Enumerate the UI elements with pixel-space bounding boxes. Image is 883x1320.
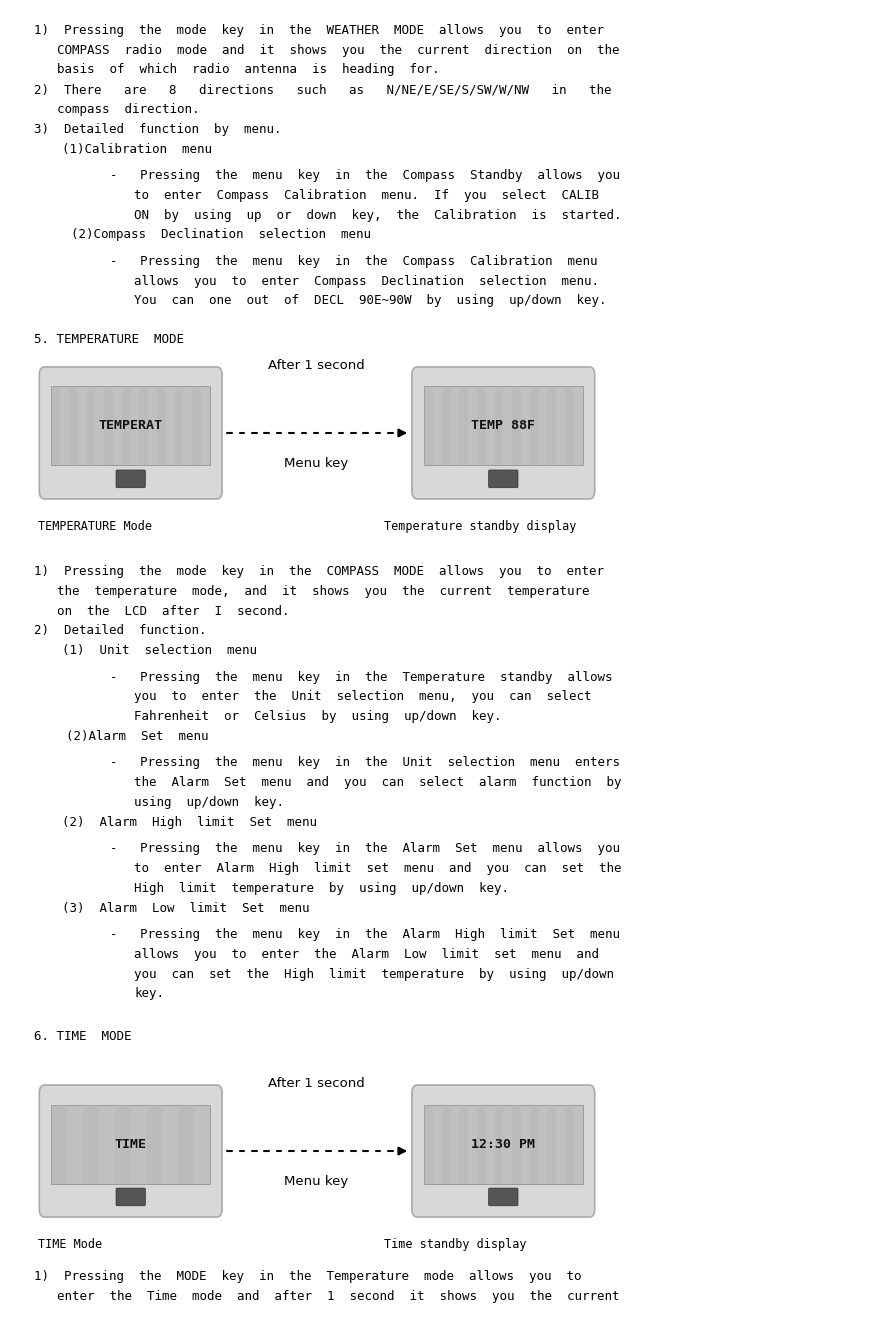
Text: 1)  Pressing  the  mode  key  in  the  COMPASS  MODE  allows  you  to  enter: 1) Pressing the mode key in the COMPASS … xyxy=(34,565,604,578)
Text: using  up/down  key.: using up/down key. xyxy=(134,796,284,809)
FancyBboxPatch shape xyxy=(459,387,468,466)
Text: (1)Calibration  menu: (1)Calibration menu xyxy=(62,143,212,156)
FancyBboxPatch shape xyxy=(116,1188,146,1205)
FancyBboxPatch shape xyxy=(488,1188,518,1205)
Text: (1)  Unit  selection  menu: (1) Unit selection menu xyxy=(62,644,257,657)
Text: (2)Alarm  Set  menu: (2)Alarm Set menu xyxy=(66,730,208,743)
Text: -   Pressing  the  menu  key  in  the  Alarm  High  limit  Set  menu: - Pressing the menu key in the Alarm Hig… xyxy=(110,928,621,941)
Text: TIME Mode: TIME Mode xyxy=(38,1238,102,1251)
Text: TEMP 88F: TEMP 88F xyxy=(472,420,535,433)
FancyBboxPatch shape xyxy=(442,1105,450,1184)
FancyBboxPatch shape xyxy=(565,1105,574,1184)
FancyBboxPatch shape xyxy=(530,1105,539,1184)
Text: basis  of  which  radio  antenna  is  heading  for.: basis of which radio antenna is heading … xyxy=(57,63,440,77)
FancyBboxPatch shape xyxy=(39,367,223,499)
FancyBboxPatch shape xyxy=(411,367,595,499)
FancyBboxPatch shape xyxy=(512,387,521,466)
Text: enter  the  Time  mode  and  after  1  second  it  shows  you  the  current: enter the Time mode and after 1 second i… xyxy=(57,1290,620,1303)
Text: to  enter  Alarm  High  limit  set  menu  and  you  can  set  the: to enter Alarm High limit set menu and y… xyxy=(134,862,622,875)
FancyBboxPatch shape xyxy=(178,1105,194,1184)
Text: Menu key: Menu key xyxy=(284,457,348,470)
Text: (2)  Alarm  High  limit  Set  menu: (2) Alarm High limit Set menu xyxy=(62,816,317,829)
Text: (2)Compass  Declination  selection  menu: (2)Compass Declination selection menu xyxy=(71,228,371,242)
FancyBboxPatch shape xyxy=(104,387,113,466)
Text: the  temperature  mode,  and  it  shows  you  the  current  temperature: the temperature mode, and it shows you t… xyxy=(57,585,590,598)
Text: -   Pressing  the  menu  key  in  the  Alarm  Set  menu  allows  you: - Pressing the menu key in the Alarm Set… xyxy=(110,842,621,855)
FancyBboxPatch shape xyxy=(192,387,201,466)
Text: compass  direction.: compass direction. xyxy=(57,103,200,116)
Text: TEMPERAT: TEMPERAT xyxy=(99,420,162,433)
Text: you  to  enter  the  Unit  selection  menu,  you  can  select: you to enter the Unit selection menu, yo… xyxy=(134,690,592,704)
FancyBboxPatch shape xyxy=(424,387,583,466)
Text: 2)  Detailed  function.: 2) Detailed function. xyxy=(34,624,206,638)
Text: the  Alarm  Set  menu  and  you  can  select  alarm  function  by: the Alarm Set menu and you can select al… xyxy=(134,776,622,789)
Text: you  can  set  the  High  limit  temperature  by  using  up/down: you can set the High limit temperature b… xyxy=(134,968,615,981)
Text: (3)  Alarm  Low  limit  Set  menu: (3) Alarm Low limit Set menu xyxy=(62,902,309,915)
Text: allows  you  to  enter  Compass  Declination  selection  menu.: allows you to enter Compass Declination … xyxy=(134,275,600,288)
Text: -   Pressing  the  menu  key  in  the  Compass  Standby  allows  you: - Pressing the menu key in the Compass S… xyxy=(110,169,621,182)
Text: COMPASS  radio  mode  and  it  shows  you  the  current  direction  on  the: COMPASS radio mode and it shows you the … xyxy=(57,44,620,57)
FancyBboxPatch shape xyxy=(488,470,518,487)
FancyBboxPatch shape xyxy=(424,387,433,466)
FancyBboxPatch shape xyxy=(140,387,148,466)
Text: ON  by  using  up  or  down  key,  the  Calibration  is  started.: ON by using up or down key, the Calibrat… xyxy=(134,209,622,222)
Text: 3)  Detailed  function  by  menu.: 3) Detailed function by menu. xyxy=(34,123,281,136)
FancyBboxPatch shape xyxy=(51,387,60,466)
FancyBboxPatch shape xyxy=(565,387,574,466)
FancyBboxPatch shape xyxy=(122,387,131,466)
FancyBboxPatch shape xyxy=(494,387,503,466)
FancyBboxPatch shape xyxy=(424,1105,433,1184)
FancyBboxPatch shape xyxy=(157,387,166,466)
FancyBboxPatch shape xyxy=(494,1105,503,1184)
FancyBboxPatch shape xyxy=(459,1105,468,1184)
Text: 1)  Pressing  the  MODE  key  in  the  Temperature  mode  allows  you  to: 1) Pressing the MODE key in the Temperat… xyxy=(34,1270,581,1283)
Text: 1)  Pressing  the  mode  key  in  the  WEATHER  MODE  allows  you  to  enter: 1) Pressing the mode key in the WEATHER … xyxy=(34,24,604,37)
FancyBboxPatch shape xyxy=(424,1105,583,1184)
Text: Temperature standby display: Temperature standby display xyxy=(384,520,577,533)
FancyBboxPatch shape xyxy=(477,387,486,466)
FancyBboxPatch shape xyxy=(116,470,146,487)
FancyBboxPatch shape xyxy=(51,387,210,466)
FancyBboxPatch shape xyxy=(442,387,450,466)
Text: -   Pressing  the  menu  key  in  the  Unit  selection  menu  enters: - Pressing the menu key in the Unit sele… xyxy=(110,756,621,770)
Text: High  limit  temperature  by  using  up/down  key.: High limit temperature by using up/down … xyxy=(134,882,509,895)
Text: TEMPERATURE Mode: TEMPERATURE Mode xyxy=(38,520,152,533)
Text: You  can  one  out  of  DECL  90E~90W  by  using  up/down  key.: You can one out of DECL 90E~90W by using… xyxy=(134,294,607,308)
Text: Menu key: Menu key xyxy=(284,1175,348,1188)
FancyBboxPatch shape xyxy=(69,387,78,466)
Text: Time standby display: Time standby display xyxy=(384,1238,526,1251)
FancyBboxPatch shape xyxy=(147,1105,162,1184)
Text: 12:30 PM: 12:30 PM xyxy=(472,1138,535,1151)
FancyBboxPatch shape xyxy=(83,1105,99,1184)
FancyBboxPatch shape xyxy=(175,387,184,466)
Text: 5. TEMPERATURE  MODE: 5. TEMPERATURE MODE xyxy=(34,333,184,346)
FancyBboxPatch shape xyxy=(477,1105,486,1184)
FancyBboxPatch shape xyxy=(39,1085,223,1217)
FancyBboxPatch shape xyxy=(87,387,95,466)
Text: Fahrenheit  or  Celsius  by  using  up/down  key.: Fahrenheit or Celsius by using up/down k… xyxy=(134,710,502,723)
Text: -   Pressing  the  menu  key  in  the  Temperature  standby  allows: - Pressing the menu key in the Temperatu… xyxy=(110,671,613,684)
FancyBboxPatch shape xyxy=(411,1085,595,1217)
FancyBboxPatch shape xyxy=(530,387,539,466)
Text: TIME: TIME xyxy=(115,1138,147,1151)
Text: key.: key. xyxy=(134,987,164,1001)
Text: After 1 second: After 1 second xyxy=(268,1077,365,1090)
Text: -   Pressing  the  menu  key  in  the  Compass  Calibration  menu: - Pressing the menu key in the Compass C… xyxy=(110,255,598,268)
FancyBboxPatch shape xyxy=(51,1105,210,1184)
Text: to  enter  Compass  Calibration  menu.  If  you  select  CALIB: to enter Compass Calibration menu. If yo… xyxy=(134,189,600,202)
Text: on  the  LCD  after  I  second.: on the LCD after I second. xyxy=(57,605,290,618)
FancyBboxPatch shape xyxy=(115,1105,131,1184)
FancyBboxPatch shape xyxy=(51,1105,67,1184)
FancyBboxPatch shape xyxy=(512,1105,521,1184)
FancyBboxPatch shape xyxy=(547,1105,556,1184)
Text: 6. TIME  MODE: 6. TIME MODE xyxy=(34,1030,131,1043)
Text: After 1 second: After 1 second xyxy=(268,359,365,372)
FancyBboxPatch shape xyxy=(547,387,556,466)
Text: 2)  There   are   8   directions   such   as   N/NE/E/SE/S/SW/W/NW   in   the: 2) There are 8 directions such as N/NE/E… xyxy=(34,83,611,96)
Text: allows  you  to  enter  the  Alarm  Low  limit  set  menu  and: allows you to enter the Alarm Low limit … xyxy=(134,948,600,961)
